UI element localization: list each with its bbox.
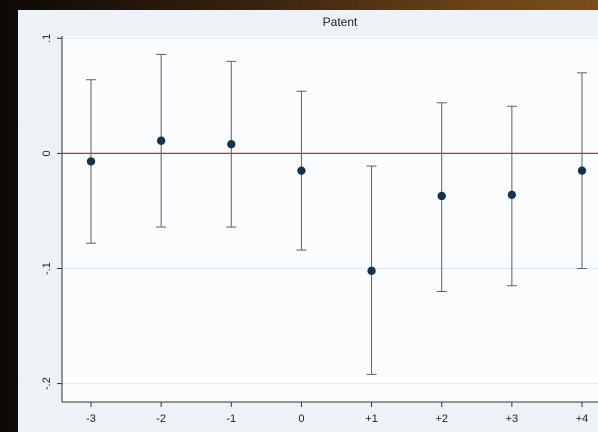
point-estimate [297, 166, 306, 175]
point-estimate [507, 190, 517, 200]
axes: .1 0 -.1 -.2 -3 -2 -1 0 +1 +2 +3 +4 [41, 34, 598, 425]
point-estimate [86, 157, 96, 166]
x-tick-label: -1 [226, 413, 236, 425]
point-estimate [577, 166, 587, 175]
point-estimate [227, 139, 236, 149]
y-tick-label: -.2 [41, 377, 53, 390]
x-tick-label: -2 [156, 413, 166, 425]
x-tick-label: +2 [435, 413, 448, 425]
x-tick-label: 0 [298, 413, 304, 425]
y-tick-label: .1 [41, 34, 53, 43]
point-estimates [86, 136, 587, 275]
x-tick-label: -3 [86, 413, 96, 425]
point-estimate [156, 136, 166, 145]
x-tick-label: +4 [576, 413, 589, 425]
y-tick-label: 0 [41, 150, 53, 156]
x-tick-label: +1 [365, 413, 378, 425]
point-estimate [367, 266, 376, 275]
x-tick-label: +3 [506, 413, 519, 425]
point-estimate [437, 191, 446, 201]
y-tick-label: -.1 [41, 262, 53, 275]
chart-title: Patent [323, 15, 358, 29]
plot-area [62, 36, 598, 402]
